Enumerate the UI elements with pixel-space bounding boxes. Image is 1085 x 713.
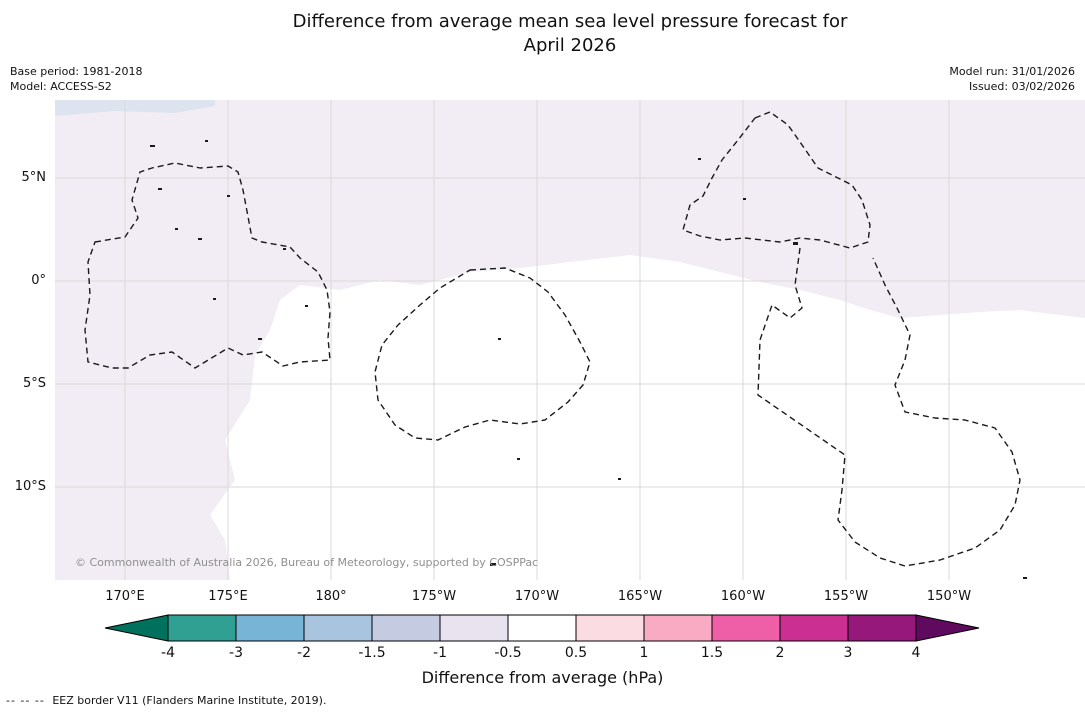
model-label: Model: ACCESS-S2 xyxy=(10,80,112,93)
x-axis-tick: 155°W xyxy=(823,589,869,604)
eez-border-northeast xyxy=(682,111,871,249)
chart-title-line-2: April 2026 xyxy=(523,35,617,56)
eez-border-southeast xyxy=(757,247,1021,567)
eez-footnote: -- -- -- EEZ border V11 (Flanders Marine… xyxy=(6,694,326,707)
issued-label: Issued: 03/02/2026 xyxy=(968,80,1075,93)
model-run-label: Model run: 31/01/2026 xyxy=(949,65,1075,78)
x-axis-tick: 150°W xyxy=(926,589,972,604)
top-left-patch xyxy=(55,100,215,116)
copyright-notice: © Commonwealth of Australia 2026, Bureau… xyxy=(75,556,539,569)
eez-dash-sample: -- -- -- xyxy=(6,694,45,707)
near-average-region xyxy=(210,255,1085,580)
x-axis-tick: 165°W xyxy=(617,589,663,604)
colorbar-tick: -1.5 xyxy=(358,645,386,661)
colorbar-segment xyxy=(711,614,781,642)
gridlines xyxy=(55,100,1085,580)
colorbar xyxy=(104,614,980,642)
colorbar-segment xyxy=(507,614,577,642)
colorbar-segment xyxy=(235,614,305,642)
x-axis-tick: 175°W xyxy=(411,589,457,604)
x-axis-tick: 170°W xyxy=(514,589,560,604)
metadata-right: Model run: 31/01/2026 Issued: 03/02/2026 xyxy=(949,64,1075,94)
colorbar-tick: -3 xyxy=(229,645,243,661)
colorbar-tick: 1 xyxy=(639,645,649,661)
colorbar-tick: -1 xyxy=(433,645,447,661)
colorbar-tick: -2 xyxy=(297,645,311,661)
map-canvas xyxy=(55,100,1085,580)
shading-layer xyxy=(55,100,1085,580)
colorbar-right-arrow xyxy=(915,614,980,642)
chart-title-line-1: Difference from average mean sea level p… xyxy=(292,11,848,32)
colorbar-segment xyxy=(575,614,645,642)
x-axis-tick: 170°E xyxy=(105,589,145,604)
colorbar-segment xyxy=(643,614,713,642)
y-axis-tick: 5°N xyxy=(21,170,47,185)
colorbar-tick: 0.5 xyxy=(564,645,588,661)
islands-layer xyxy=(150,140,1027,579)
eez-border-central xyxy=(374,267,591,441)
metadata-left: Base period: 1981-2018 Model: ACCESS-S2 xyxy=(10,64,142,94)
eez-footnote-text: EEZ border V11 (Flanders Marine Institut… xyxy=(52,694,327,707)
colorbar-segment xyxy=(167,614,237,642)
colorbar-tick: 3 xyxy=(843,645,853,661)
colorbar-segment xyxy=(847,614,917,642)
colorbar-left-arrow xyxy=(104,614,169,642)
colorbar-segment xyxy=(779,614,849,642)
colorbar-tick: -4 xyxy=(161,645,175,661)
base-period-label: Base period: 1981-2018 xyxy=(10,65,143,78)
colorbar-segment xyxy=(439,614,509,642)
y-axis-tick: 5°S xyxy=(22,376,46,391)
colorbar-label: Difference from average (hPa) xyxy=(421,668,664,687)
colorbar-tick: -0.5 xyxy=(494,645,522,661)
y-axis-tick: 0° xyxy=(31,273,46,288)
x-axis-tick: 180° xyxy=(315,589,347,604)
colorbar-segment xyxy=(371,614,441,642)
chart-title: Difference from average mean sea level p… xyxy=(55,10,1085,58)
x-axis-tick: 160°W xyxy=(720,589,766,604)
colorbar-segment xyxy=(303,614,373,642)
colorbar-tick: 1.5 xyxy=(700,645,724,661)
eez-borders xyxy=(84,111,1021,567)
colorbar-tick: 2 xyxy=(775,645,785,661)
colorbar-tick: 4 xyxy=(911,645,921,661)
map-plot: © Commonwealth of Australia 2026, Bureau… xyxy=(55,100,1085,580)
y-axis-tick: 10°S xyxy=(14,479,46,494)
x-axis-tick: 175°E xyxy=(208,589,248,604)
